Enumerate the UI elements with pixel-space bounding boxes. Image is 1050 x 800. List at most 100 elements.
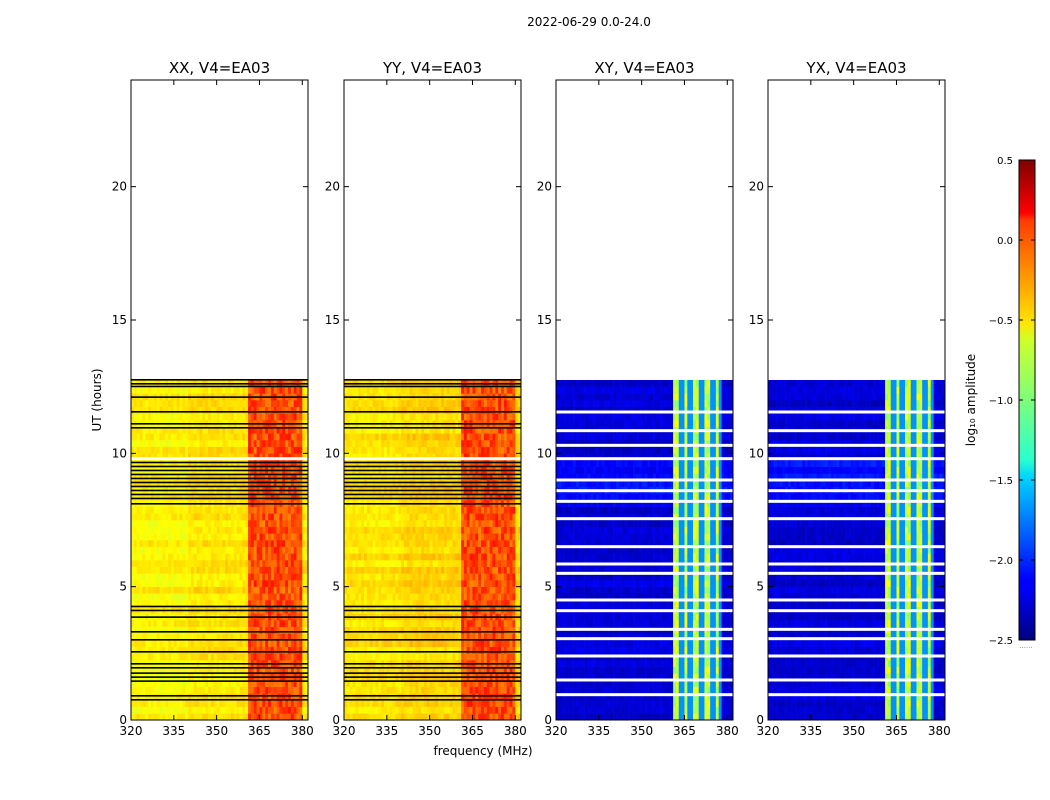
flagged-row bbox=[131, 411, 308, 413]
x-tick-label: 320 bbox=[120, 724, 143, 738]
gap-row bbox=[556, 499, 733, 503]
gap-row bbox=[556, 654, 733, 658]
panel-title: YY, V4=EA03 bbox=[382, 59, 482, 77]
flagged-row bbox=[131, 379, 308, 381]
gap-row bbox=[768, 678, 945, 682]
y-tick-label: 15 bbox=[325, 313, 340, 327]
axes-frame-yx bbox=[767, 79, 946, 721]
colorbar-tick-label: 0.5 bbox=[997, 156, 1013, 167]
y-tick-label: 5 bbox=[119, 580, 127, 594]
y-tick-label: 15 bbox=[112, 313, 127, 327]
heatmap-yy bbox=[344, 379, 522, 721]
y-tick-label: 15 bbox=[749, 313, 764, 327]
flagged-row bbox=[131, 680, 308, 682]
colorbar-below-label: ...... bbox=[1019, 642, 1032, 650]
flagged-row bbox=[131, 485, 308, 488]
gap-row bbox=[768, 637, 945, 641]
flagged-row bbox=[344, 383, 521, 385]
x-tick-label: 365 bbox=[461, 724, 484, 738]
gap-row bbox=[768, 562, 945, 566]
colorbar-tick-label: −2.5 bbox=[989, 636, 1013, 647]
panel-xy: XY, V4=EA03 320 335 350 365 380 0 5 10 15 20 bbox=[537, 59, 739, 738]
x-tick-label: 380 bbox=[716, 724, 739, 738]
flagged-row bbox=[131, 469, 308, 472]
panel-yx: YX, V4=EA03 320 335 350 365 380 0 5 10 15 20 bbox=[749, 59, 951, 738]
flagged-row bbox=[131, 481, 308, 484]
axes-frame-xy bbox=[555, 79, 734, 721]
flagged-row bbox=[344, 469, 521, 472]
flagged-row bbox=[131, 609, 308, 612]
x-tick-label: 320 bbox=[757, 724, 780, 738]
y-tick-label: 5 bbox=[332, 580, 340, 594]
flagged-row bbox=[344, 489, 521, 492]
flagged-row bbox=[344, 477, 521, 480]
flagged-row bbox=[344, 699, 521, 701]
flagged-row bbox=[131, 663, 308, 665]
gap-row bbox=[768, 693, 945, 697]
flagged-row bbox=[344, 651, 521, 653]
figure-suptitle: 2022-06-29 0.0-24.0 bbox=[527, 15, 651, 29]
y-tick-label: 15 bbox=[537, 313, 552, 327]
flagged-row bbox=[344, 427, 521, 429]
gap-row bbox=[768, 478, 945, 482]
flagged-row bbox=[131, 667, 308, 669]
gap-row bbox=[556, 637, 733, 641]
flagged-row bbox=[344, 423, 521, 425]
heatmap-yx bbox=[768, 380, 946, 721]
flagged-row bbox=[344, 680, 521, 682]
y-tick-label: 0 bbox=[756, 713, 764, 727]
gap-row bbox=[556, 489, 733, 493]
y-tick-label: 0 bbox=[119, 713, 127, 727]
flagged-row bbox=[344, 497, 521, 500]
y-tick-label: 20 bbox=[112, 180, 127, 194]
y-axis-label: UT (hours) bbox=[90, 368, 104, 431]
flagged-row bbox=[131, 699, 308, 701]
gap-row bbox=[556, 517, 733, 521]
gap-row bbox=[768, 545, 945, 549]
y-tick-label: 10 bbox=[325, 446, 340, 460]
gap-row bbox=[556, 545, 733, 549]
flagged-row bbox=[131, 676, 308, 678]
colorbar: 0.5 0.0 −0.5 −1.0 −1.5 −2.0 −2.5 log₁₀ amplitu… bbox=[964, 156, 1036, 650]
y-tick-label: 10 bbox=[749, 446, 764, 460]
gap-row bbox=[768, 571, 945, 575]
gap-row bbox=[131, 457, 308, 461]
panel-title: YX, V4=EA03 bbox=[805, 59, 906, 77]
gap-row bbox=[556, 562, 733, 566]
flagged-row bbox=[344, 493, 521, 496]
gap-row bbox=[556, 443, 733, 447]
x-tick-label: 335 bbox=[587, 724, 610, 738]
flagged-row bbox=[344, 616, 521, 618]
flagged-row bbox=[131, 605, 308, 608]
gap-row bbox=[768, 598, 945, 602]
flagged-row bbox=[131, 385, 308, 388]
flagged-row bbox=[344, 676, 521, 678]
x-tick-label: 320 bbox=[333, 724, 356, 738]
panel-title: XY, V4=EA03 bbox=[594, 59, 694, 77]
gap-row bbox=[556, 410, 733, 414]
gap-row bbox=[768, 609, 945, 613]
flagged-row bbox=[131, 672, 308, 674]
gap-row bbox=[556, 693, 733, 697]
flagged-row bbox=[344, 411, 521, 413]
colorbar-tick-label: −1.5 bbox=[989, 476, 1013, 487]
flagged-row bbox=[344, 639, 521, 641]
x-tick-label: 380 bbox=[928, 724, 951, 738]
flagged-row bbox=[344, 481, 521, 484]
x-tick-label: 380 bbox=[291, 724, 314, 738]
flagged-row bbox=[131, 497, 308, 500]
flagged-row bbox=[131, 427, 308, 429]
colorbar-ticks: 0.5 0.0 −0.5 −1.0 −1.5 −2.0 −2.5 bbox=[989, 156, 1035, 647]
gap-row bbox=[768, 410, 945, 414]
flagged-row bbox=[131, 473, 308, 476]
gap-row bbox=[768, 489, 945, 493]
flagged-row bbox=[344, 473, 521, 476]
y-tick-label: 10 bbox=[112, 446, 127, 460]
flagged-row bbox=[131, 477, 308, 480]
flagged-row bbox=[131, 383, 308, 385]
gap-row bbox=[556, 571, 733, 575]
x-tick-label: 335 bbox=[162, 724, 185, 738]
x-tick-label: 350 bbox=[418, 724, 441, 738]
